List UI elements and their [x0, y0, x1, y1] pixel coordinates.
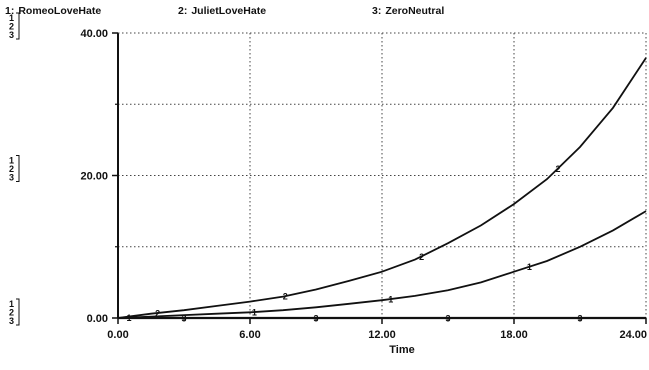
- series-marker-2: 2: [419, 252, 424, 262]
- y-bracket-label: 2: [9, 308, 14, 318]
- legend-marker-2: 2:: [178, 5, 188, 17]
- series-line-1: [117, 210, 647, 319]
- y-bracket-label: 1: [9, 13, 14, 23]
- legend-label-1: RomeoLoveHate: [18, 5, 102, 17]
- series-marker-2: 2: [283, 292, 288, 302]
- series-marker-3: 3: [577, 314, 582, 324]
- x-tick-label: 6.00: [239, 329, 260, 341]
- y-bracket-label: 1: [9, 299, 14, 309]
- y-tick-label: 0.00: [87, 313, 108, 325]
- series-marker-1: 1: [252, 308, 257, 318]
- series-marker-1: 1: [527, 262, 532, 272]
- x-tick-label: 18.00: [500, 329, 528, 341]
- x-axis-title: Time: [389, 344, 414, 356]
- legend-marker-3: 3:: [372, 5, 382, 17]
- y-bracket-label: 2: [9, 164, 14, 174]
- legend-marker-1: 1:: [5, 5, 15, 17]
- y-bracket-label: 1: [9, 156, 14, 166]
- legend-item-3: 3: ZeroNeutral: [372, 5, 444, 17]
- series-marker-1: 1: [388, 295, 393, 305]
- y-bracket: [16, 12, 20, 40]
- series-marker-3: 3: [445, 314, 450, 324]
- legend-item-2: 2: JulietLoveHate: [178, 5, 266, 17]
- y-bracket-label: 3: [9, 30, 14, 40]
- y-bracket-label: 3: [9, 173, 14, 183]
- legend-label-2: JulietLoveHate: [191, 5, 267, 17]
- series-marker-3: 3: [313, 314, 318, 324]
- series-marker-2: 2: [155, 309, 160, 319]
- legend-label-3: ZeroNeutral: [385, 5, 445, 17]
- y-bracket-label: 2: [9, 22, 14, 32]
- y-bracket: [16, 298, 20, 326]
- y-tick-label: 20.00: [80, 171, 108, 183]
- y-bracket-label: 3: [9, 316, 14, 326]
- series-marker-2: 2: [555, 164, 560, 174]
- series-line-2: [117, 57, 647, 319]
- y-bracket: [16, 155, 20, 182]
- x-tick-label: 24.00: [619, 329, 647, 341]
- x-tick-label: 0.00: [107, 329, 128, 341]
- series-marker-3: 3: [181, 314, 186, 324]
- y-tick-label: 40.00: [80, 28, 108, 40]
- legend-item-1: 1: RomeoLoveHate: [5, 5, 101, 17]
- x-tick-label: 12.00: [368, 329, 396, 341]
- series-marker-1: 1: [126, 313, 131, 323]
